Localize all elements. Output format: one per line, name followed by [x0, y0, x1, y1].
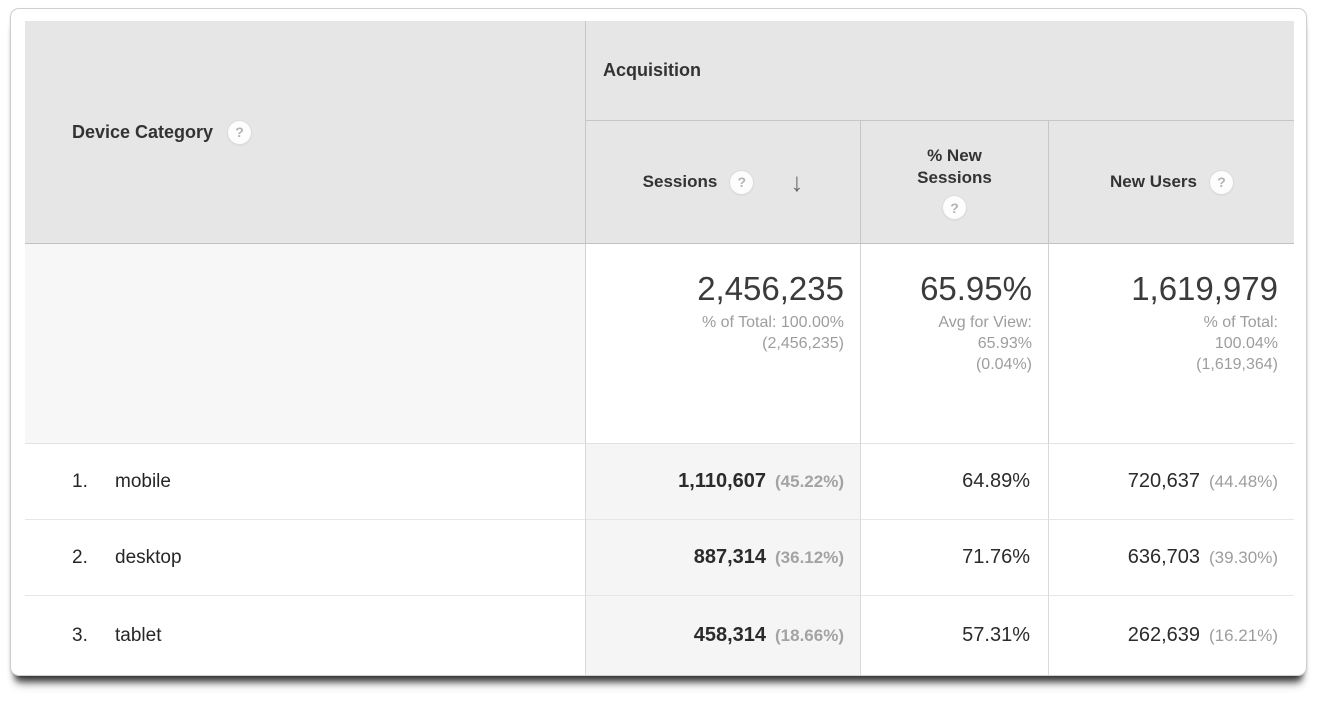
new-users-value: 262,639	[1127, 624, 1201, 646]
row-rank: 2.	[72, 546, 88, 568]
acquisition-header-label: Acquisition	[603, 60, 701, 80]
device-category-header-label: Device Category	[72, 121, 214, 142]
device-link-desktop[interactable]: desktop	[115, 546, 182, 568]
table-row-dimension-mobile: 1. mobile	[25, 444, 585, 520]
device-link-tablet[interactable]: tablet	[115, 624, 162, 646]
percent-new-sessions-avg-value: 65.95%	[920, 270, 1032, 307]
table-row-dimension-tablet: 3. tablet	[25, 596, 585, 675]
help-icon[interactable]: ?	[228, 120, 252, 144]
percent-new-sessions-header-label: % New Sessions	[917, 146, 992, 187]
sessions-value: 887,314	[693, 546, 767, 568]
sessions-cell: 458,314 (18.66%)	[585, 596, 860, 675]
row-rank: 1.	[72, 470, 88, 492]
new-users-value: 636,703	[1127, 546, 1201, 568]
screenshot-frame: Device Category ? Acquisition Sessions ?…	[10, 8, 1307, 676]
new-users-share: (16.21%)	[1209, 625, 1278, 645]
new-users-cell: 636,703 (39.30%)	[1048, 520, 1294, 596]
row-rank: 3.	[72, 624, 88, 646]
group-header-acquisition: Acquisition	[585, 21, 1294, 121]
percent-new-sessions-avg-note: (0.04%)	[975, 356, 1032, 373]
sessions-share: (18.66%)	[775, 625, 844, 645]
percent-new-sessions-value: 64.89%	[962, 470, 1030, 492]
sessions-header-label: Sessions	[642, 172, 718, 191]
new-users-value: 720,637	[1127, 470, 1201, 492]
help-icon[interactable]: ?	[1209, 170, 1233, 194]
new-users-header-label: New Users	[1110, 172, 1197, 191]
new-users-total-value: 1,619,979	[1131, 270, 1278, 307]
new-users-total-note: % of Total:	[1203, 314, 1278, 331]
device-category-table: Device Category ? Acquisition Sessions ?…	[25, 21, 1294, 675]
summary-sessions-cell: 2,456,235 % of Total: 100.00% (2,456,235…	[585, 244, 860, 444]
new-users-cell: 720,637 (44.48%)	[1048, 444, 1294, 520]
column-header-percent-new-sessions[interactable]: % New Sessions ?	[860, 121, 1048, 244]
summary-dimension-cell	[25, 244, 585, 444]
sessions-value: 458,314	[693, 624, 767, 646]
sessions-cell: 1,110,607 (45.22%)	[585, 444, 860, 520]
summary-new-users-cell: 1,619,979 % of Total: 100.04% (1,619,364…	[1048, 244, 1294, 444]
help-icon[interactable]: ?	[730, 170, 754, 194]
sessions-cell: 887,314 (36.12%)	[585, 520, 860, 596]
device-link-mobile[interactable]: mobile	[115, 470, 171, 492]
sessions-value: 1,110,607	[678, 470, 767, 492]
sessions-share: (36.12%)	[775, 547, 844, 567]
sessions-total-value: 2,456,235	[697, 270, 844, 307]
new-users-share: (44.48%)	[1209, 471, 1278, 491]
percent-new-sessions-avg-note: 65.93%	[977, 335, 1032, 352]
sessions-share: (45.22%)	[775, 471, 844, 491]
percent-new-sessions-value: 71.76%	[962, 546, 1030, 568]
percent-new-sessions-cell: 71.76%	[860, 520, 1048, 596]
sessions-total-note: (2,456,235)	[762, 335, 844, 352]
percent-new-sessions-cell: 57.31%	[860, 596, 1048, 675]
new-users-cell: 262,639 (16.21%)	[1048, 596, 1294, 675]
new-users-total-note: (1,619,364)	[1196, 356, 1278, 373]
summary-percent-new-sessions-cell: 65.95% Avg for View: 65.93% (0.04%)	[860, 244, 1048, 444]
column-header-sessions[interactable]: Sessions ? ↓	[585, 121, 860, 244]
new-users-total-note: 100.04%	[1214, 335, 1278, 352]
percent-new-sessions-value: 57.31%	[962, 624, 1030, 646]
column-header-device-category[interactable]: Device Category ?	[25, 21, 585, 244]
sort-descending-icon: ↓	[790, 167, 804, 197]
help-icon[interactable]: ?	[943, 196, 966, 219]
column-header-new-users[interactable]: New Users ?	[1048, 121, 1294, 244]
percent-new-sessions-cell: 64.89%	[860, 444, 1048, 520]
sessions-total-note: % of Total: 100.00%	[701, 314, 844, 331]
new-users-share: (39.30%)	[1209, 547, 1278, 567]
percent-new-sessions-avg-note: Avg for View:	[938, 314, 1032, 331]
table-row-dimension-desktop: 2. desktop	[25, 520, 585, 596]
